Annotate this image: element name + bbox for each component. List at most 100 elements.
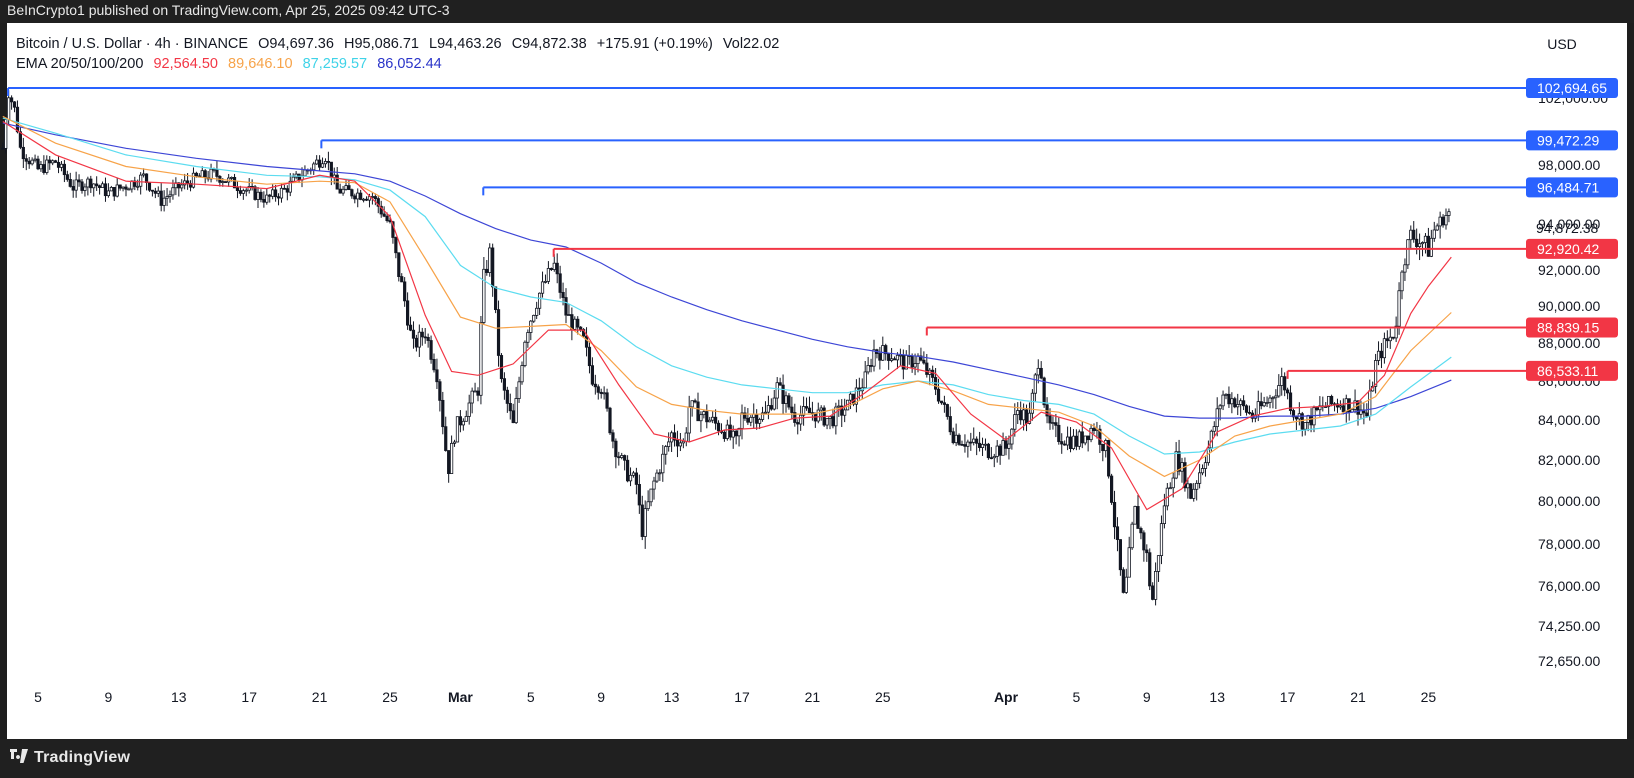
candle-body [361, 198, 366, 201]
candle-body [147, 182, 152, 191]
candle-body [54, 160, 58, 163]
ema20-value: 92,564.50 [153, 56, 218, 72]
candle-body [1101, 444, 1105, 452]
candle-body [769, 405, 773, 410]
candle-body [584, 335, 589, 348]
candle-body [819, 407, 823, 411]
candle-body [1071, 435, 1076, 449]
candle-body [279, 187, 284, 199]
candle-body [136, 185, 140, 188]
candle-body [388, 220, 392, 223]
candle-body [775, 382, 779, 399]
candle-body [473, 390, 477, 393]
candle-body [734, 430, 738, 437]
candle-body [628, 474, 633, 482]
candle-body [960, 443, 964, 446]
candle-body [1007, 443, 1011, 449]
candle-body [787, 395, 791, 408]
price-chart[interactable]: 102,000.0098,000.0094,000.0092,000.0090,… [0, 0, 1634, 739]
candle-body [444, 426, 448, 451]
x-tick-label: 5 [1073, 689, 1081, 705]
candle-body [405, 300, 410, 326]
candle-body [684, 432, 688, 442]
currency-selector[interactable]: USD [1547, 36, 1577, 52]
candle-body [1186, 483, 1190, 489]
candle-body [843, 409, 847, 416]
x-tick-label: 5 [527, 689, 535, 705]
tradingview-logo[interactable]: TradingView [10, 749, 130, 767]
y-tick-label: 94,000.00 [1538, 216, 1600, 232]
ema-label[interactable]: EMA 20/50/100/200 [16, 56, 144, 72]
chart-panel [7, 23, 1627, 739]
candle-body [177, 182, 181, 189]
candle-body [1048, 415, 1052, 424]
candle-body [986, 443, 991, 459]
candle-body [699, 414, 703, 422]
candle-body [790, 406, 794, 413]
candle-body [1359, 409, 1363, 415]
candle-body [1423, 235, 1428, 243]
ema50-line [2, 115, 1452, 478]
level-price-label: 88,839.15 [1537, 319, 1599, 335]
candle-body [200, 170, 204, 178]
candle-body [520, 365, 524, 383]
candle-body [1435, 225, 1439, 231]
candle-body [558, 273, 562, 293]
candle-body [772, 397, 776, 410]
candle-body [1180, 462, 1184, 472]
candle-body [728, 424, 732, 438]
candle-body [376, 198, 380, 207]
candle-body [626, 459, 630, 482]
candle-body [931, 369, 935, 378]
candle-body [461, 420, 465, 426]
candle-body [282, 187, 287, 190]
candle-body [1218, 405, 1222, 410]
candle-body [1262, 402, 1266, 407]
candle-body [980, 443, 985, 448]
candle-body [1335, 403, 1340, 408]
candle-body [878, 353, 882, 361]
candle-body [538, 292, 542, 309]
candle-body [1394, 325, 1398, 339]
candle-body [693, 400, 697, 403]
symbol-label[interactable]: Bitcoin / U.S. Dollar · 4h · BINANCE [16, 36, 249, 52]
candle-body [229, 176, 234, 179]
candle-body [1376, 350, 1381, 361]
candle-body [989, 457, 993, 460]
level-price-tag [1526, 78, 1618, 98]
candle-body [590, 365, 595, 385]
ema200-value: 86,052.44 [377, 56, 442, 72]
candle-body [599, 391, 603, 394]
candle-body [183, 180, 187, 186]
x-tick-label: 9 [1143, 689, 1151, 705]
y-tick-label: 88,000.00 [1538, 335, 1600, 351]
candle-body [743, 412, 747, 419]
candle-body [464, 415, 468, 422]
candle-body [696, 401, 700, 422]
candle-body [1154, 571, 1158, 600]
candle-body [106, 190, 110, 197]
candle-body [737, 428, 741, 437]
level-price-tag [1526, 360, 1618, 381]
candle-body [939, 400, 944, 404]
candle-body [799, 414, 803, 425]
candle-body [942, 402, 947, 405]
candle-body [637, 484, 641, 506]
high-value: H95,086.71 [344, 36, 419, 52]
candle-body [1312, 407, 1316, 426]
candle-body [995, 445, 999, 457]
candle-body [672, 432, 677, 441]
candle-body [992, 455, 996, 459]
candle-body [1274, 395, 1278, 399]
candle-body [705, 411, 709, 423]
candle-body [502, 378, 507, 391]
volume-value: Vol22.02 [722, 36, 780, 52]
y-tick-label: 92,000.00 [1538, 262, 1600, 278]
candle-body [781, 384, 785, 404]
x-tick-label: 13 [664, 689, 680, 705]
candle-body [1338, 405, 1342, 408]
candle-body [913, 363, 917, 368]
candle-body [1426, 235, 1430, 257]
candle-body [1110, 475, 1114, 503]
candle-body [535, 307, 539, 316]
